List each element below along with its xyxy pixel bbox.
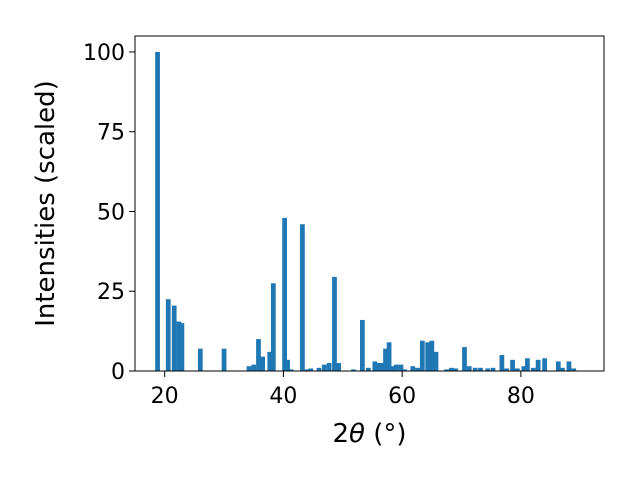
bar [372,361,378,371]
bar [171,305,177,371]
y-axis-label: Intensities (scaled) [31,80,61,327]
bar [560,367,565,371]
plot-frame [134,35,605,372]
x-tick-label: 20 [151,384,179,409]
bar [530,367,536,371]
bar [472,367,478,371]
bar [221,348,227,371]
bar [322,364,327,371]
bar [485,368,491,371]
bar [260,356,266,371]
y-axis: 0 25 50 75 100 [83,41,135,385]
bar [316,367,322,371]
bar [402,369,407,371]
y-tick-label: 75 [97,121,125,146]
bar [490,367,496,371]
y-tick-label: 0 [111,360,125,385]
bar [393,364,399,371]
bar [197,348,203,371]
bar [304,369,310,371]
bar [521,366,527,371]
bar [542,358,548,371]
bar [246,366,252,371]
bar [535,359,541,371]
bar [270,283,276,371]
y-tick-label: 25 [97,280,125,305]
bar [419,340,425,371]
bar [288,369,294,371]
bar [398,364,404,371]
bar [376,363,381,371]
bar [308,368,314,371]
x-axis-label-unit: (°) [365,419,407,449]
bar [383,348,388,371]
bar [386,342,392,371]
x-tick-label: 40 [269,384,297,409]
bar [449,367,454,371]
y-tick-label: 100 [83,41,125,66]
bar [332,276,337,371]
bar [425,342,431,371]
bar [415,367,420,371]
bar [410,366,416,371]
bar [555,361,561,371]
bar [282,217,287,371]
bar [360,319,365,371]
bar [514,368,520,371]
bar [300,224,305,371]
bar [165,299,171,371]
bar [176,321,182,371]
bar [389,366,395,371]
bar [379,363,385,371]
bar [499,355,505,371]
x-tick-label: 80 [507,384,535,409]
bar [179,323,185,371]
x-axis-label-prefix: 2 [332,419,349,449]
bar [155,51,160,371]
x-axis-label: 2θ (°) [332,419,406,449]
x-axis: 20 40 60 80 [151,371,535,409]
bar [510,359,515,371]
bar [351,369,356,371]
bar [433,351,439,371]
bar [571,368,577,371]
bar [504,368,510,371]
bar [256,339,261,371]
y-tick-label: 50 [97,200,125,225]
bar [566,361,572,371]
bar [429,340,435,371]
bar [267,351,273,371]
bar [478,367,483,371]
bar [444,369,450,371]
bar [285,359,290,371]
bar [336,363,341,371]
bar [251,364,257,371]
bars-group [155,51,577,371]
bar [462,347,467,371]
bar [326,363,332,371]
x-tick-label: 60 [388,384,416,409]
bar [365,367,371,371]
bar [525,358,530,371]
bar [466,366,472,371]
x-axis-label-symbol: θ [349,419,365,449]
bar [453,368,458,371]
